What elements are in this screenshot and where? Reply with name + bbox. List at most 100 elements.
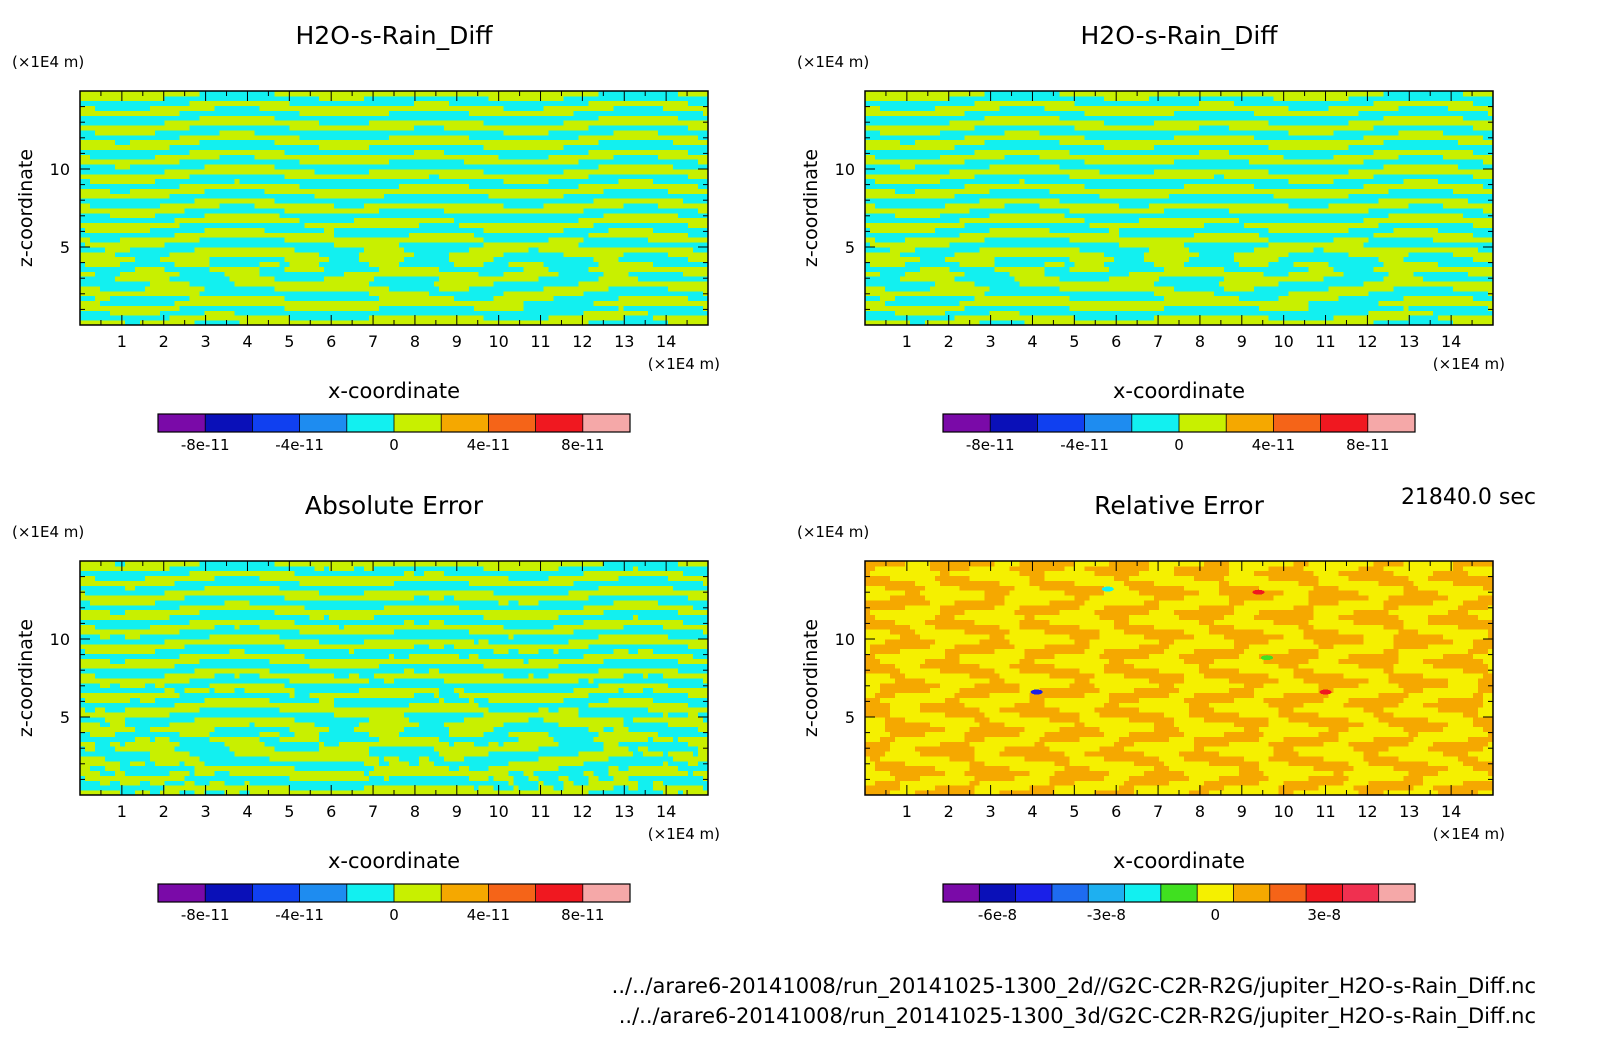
heatmap-cell — [534, 174, 539, 179]
heatmap-cell — [145, 271, 150, 276]
heatmap-cell — [678, 257, 683, 262]
heatmap-cell — [593, 286, 598, 291]
heatmap-cell — [259, 228, 264, 233]
heatmap-cell — [374, 203, 379, 208]
heatmap-cell — [539, 242, 544, 247]
heatmap-cell — [289, 169, 294, 174]
heatmap-cell — [205, 154, 210, 159]
heatmap-cell — [379, 208, 384, 213]
heatmap-cell — [85, 193, 90, 198]
heatmap-cell — [120, 154, 125, 159]
heatmap-cell — [404, 159, 409, 164]
heatmap-cell — [698, 276, 703, 281]
heatmap-cell — [578, 223, 583, 228]
heatmap-cell — [598, 208, 603, 213]
heatmap-cell — [225, 281, 230, 286]
heatmap-cell — [294, 276, 299, 281]
heatmap-cell — [374, 198, 379, 203]
heatmap-cell — [524, 203, 529, 208]
heatmap-cell — [608, 228, 613, 233]
heatmap-cell — [200, 242, 205, 247]
heatmap-cell — [399, 252, 404, 257]
heatmap-cell — [489, 184, 494, 189]
heatmap-cell — [299, 208, 304, 213]
heatmap-cell — [319, 150, 324, 155]
heatmap-cell — [120, 228, 125, 233]
heatmap-cell — [573, 179, 578, 184]
heatmap-cell — [544, 276, 549, 281]
heatmap-cell — [549, 154, 554, 159]
heatmap-cell — [254, 203, 259, 208]
heatmap-cell — [130, 306, 135, 311]
heatmap-cell — [519, 150, 524, 155]
heatmap-cell — [593, 145, 598, 150]
heatmap-cell — [394, 193, 399, 198]
heatmap-cell — [544, 237, 549, 242]
heatmap-cell — [239, 203, 244, 208]
heatmap-cell — [85, 310, 90, 315]
heatmap-cell — [120, 306, 125, 311]
heatmap-cell — [648, 169, 653, 174]
heatmap-cell — [110, 154, 115, 159]
heatmap-cell — [294, 159, 299, 164]
heatmap-cell — [230, 281, 235, 286]
heatmap-cell — [563, 140, 568, 145]
heatmap-cell — [110, 232, 115, 237]
heatmap-cell — [563, 184, 568, 189]
heatmap-cell — [653, 223, 658, 228]
heatmap-cell — [419, 174, 424, 179]
heatmap-cell — [339, 247, 344, 252]
heatmap-cell — [464, 208, 469, 213]
heatmap-cell — [653, 286, 658, 291]
heatmap-cell — [354, 193, 359, 198]
heatmap-cell — [613, 145, 618, 150]
heatmap-cell — [105, 174, 110, 179]
heatmap-cell — [80, 301, 85, 306]
heatmap-cell — [563, 301, 568, 306]
heatmap-cell — [160, 271, 165, 276]
heatmap-cell — [254, 286, 259, 291]
heatmap-cell — [693, 310, 698, 315]
heatmap-cell — [80, 271, 85, 276]
heatmap-cell — [509, 164, 514, 169]
heatmap-cell — [683, 179, 688, 184]
heatmap-cell — [105, 228, 110, 233]
heatmap-cell — [115, 281, 120, 286]
heatmap-cell — [125, 223, 130, 228]
heatmap-cell — [444, 262, 449, 267]
heatmap-cell — [364, 315, 369, 320]
heatmap-cell — [200, 198, 205, 203]
heatmap-cell — [474, 281, 479, 286]
heatmap-cell — [279, 223, 284, 228]
heatmap-cell — [170, 262, 175, 267]
heatmap-cell — [389, 154, 394, 159]
heatmap-cell — [244, 252, 249, 257]
heatmap-cell — [239, 140, 244, 145]
heatmap-cell — [424, 140, 429, 145]
heatmap-cell — [603, 267, 608, 272]
heatmap-cell — [469, 203, 474, 208]
heatmap-cell — [514, 291, 519, 296]
heatmap-cell — [225, 159, 230, 164]
heatmap-cell — [693, 237, 698, 242]
heatmap-cell — [399, 247, 404, 252]
heatmap-cell — [529, 223, 534, 228]
heatmap-cell — [105, 203, 110, 208]
heatmap-cell — [364, 208, 369, 213]
heatmap-cell — [603, 286, 608, 291]
heatmap-cell — [449, 208, 454, 213]
heatmap-cell — [638, 271, 643, 276]
heatmap-cell — [409, 286, 414, 291]
heatmap-cell — [539, 257, 544, 262]
heatmap-cell — [329, 135, 334, 140]
heatmap-cell — [150, 301, 155, 306]
heatmap-cell — [459, 140, 464, 145]
heatmap-cell — [668, 203, 673, 208]
heatmap-cell — [509, 198, 514, 203]
heatmap-cell — [643, 276, 648, 281]
heatmap-cell — [633, 145, 638, 150]
heatmap-cell — [583, 291, 588, 296]
heatmap-cell — [110, 301, 115, 306]
heatmap-cell — [474, 228, 479, 233]
heatmap-cell — [434, 247, 439, 252]
